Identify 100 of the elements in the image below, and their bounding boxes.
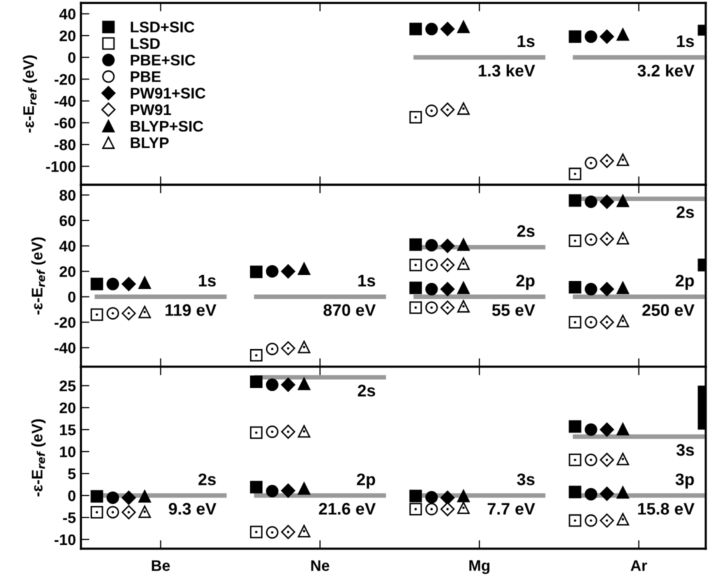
annotation: 2s [198, 473, 216, 486]
point [122, 505, 136, 520]
x-tick-label: Mg [469, 560, 490, 574]
annotation: 2p [676, 274, 694, 290]
legend-label: BLYP [130, 138, 169, 148]
point [440, 490, 455, 505]
point [409, 502, 422, 516]
y-tick-label: 0 [68, 292, 76, 302]
point [568, 280, 582, 294]
point [298, 482, 310, 495]
point [600, 315, 614, 330]
y-tick-label: -60 [54, 118, 76, 128]
point [409, 258, 422, 272]
point [266, 378, 278, 392]
legend-label: BLYP+SIC [130, 120, 204, 132]
point [409, 111, 422, 124]
point [90, 490, 104, 503]
x-tick-label: Ar [630, 560, 648, 571]
point [298, 378, 310, 390]
point [616, 452, 630, 466]
point [138, 490, 151, 503]
point [600, 232, 614, 246]
point [106, 307, 120, 320]
point [568, 420, 582, 433]
point [138, 306, 151, 318]
point [266, 526, 278, 539]
legend-label: PW91+SIC [130, 88, 206, 99]
point [250, 426, 263, 439]
y-tick-label: -20 [54, 74, 76, 85]
point [584, 488, 598, 500]
point [250, 375, 263, 388]
annotation: 15.8 eV [638, 502, 694, 515]
legend-label: LSD+SIC [130, 22, 194, 32]
y-tick-label: 40 [59, 240, 76, 252]
point [568, 234, 582, 248]
point [250, 480, 263, 494]
point [298, 262, 310, 276]
point [600, 194, 614, 209]
annotation: 55 eV [492, 304, 536, 316]
point [600, 422, 614, 437]
point [600, 282, 614, 296]
point [281, 378, 296, 392]
legend-label: PW91 [130, 104, 172, 116]
point [90, 278, 104, 290]
point [440, 102, 455, 117]
point [457, 300, 470, 313]
point [600, 513, 614, 528]
point [440, 300, 455, 315]
y-tick-label: 5 [68, 468, 76, 480]
point [138, 506, 151, 518]
point [584, 30, 598, 43]
point [584, 195, 598, 208]
point [584, 454, 598, 466]
y-axis-title: -ε-E$_{ref}$ (eV) [22, 55, 38, 133]
annotation: 21.6 eV [318, 502, 376, 515]
x-tick-label: Ne [311, 560, 330, 572]
y-tick-label: -5 [63, 512, 76, 524]
annotation: 1s [198, 274, 216, 287]
y-tick-label: 80 [60, 190, 76, 201]
y-tick-label: 0 [68, 52, 76, 64]
point [281, 341, 296, 356]
annotation: 7.7 eV [488, 503, 536, 515]
point [616, 154, 630, 166]
annotation: 3.2 keV [638, 64, 694, 77]
point [457, 282, 470, 294]
y-tick-label: 40 [59, 8, 76, 20]
point [440, 282, 455, 296]
legend-label: PBE [130, 71, 161, 82]
point [425, 502, 438, 516]
point [568, 514, 582, 527]
x-tick-label: Be [152, 560, 170, 572]
point [250, 266, 263, 278]
point [584, 423, 598, 436]
annotation: 119 eV [166, 304, 216, 316]
point [250, 526, 263, 538]
point [457, 238, 470, 251]
point [440, 238, 455, 253]
point [266, 426, 278, 438]
y-tick-label: -100 [46, 161, 76, 172]
point [568, 194, 582, 207]
y-axis-title: -ε-E$_{ref}$ (eV) [31, 419, 46, 496]
point [584, 233, 598, 246]
y-tick-label: 0 [68, 490, 76, 502]
annotation: 3s [517, 473, 535, 486]
annotation: 1s [358, 274, 376, 287]
y-tick-label: 20 [60, 402, 76, 414]
y-tick-label: -40 [54, 96, 76, 107]
point [425, 239, 438, 252]
point [584, 282, 598, 296]
annotation: 2s [517, 225, 535, 237]
y-tick-label: 60 [60, 215, 76, 226]
y-tick-label: -80 [54, 139, 76, 150]
point [584, 514, 598, 527]
point [616, 314, 630, 328]
point [298, 524, 310, 538]
annotation: 1.3 keV [478, 64, 536, 77]
point [250, 349, 263, 362]
point [138, 276, 151, 290]
point [600, 30, 614, 44]
y-tick-label: 10 [60, 446, 76, 458]
